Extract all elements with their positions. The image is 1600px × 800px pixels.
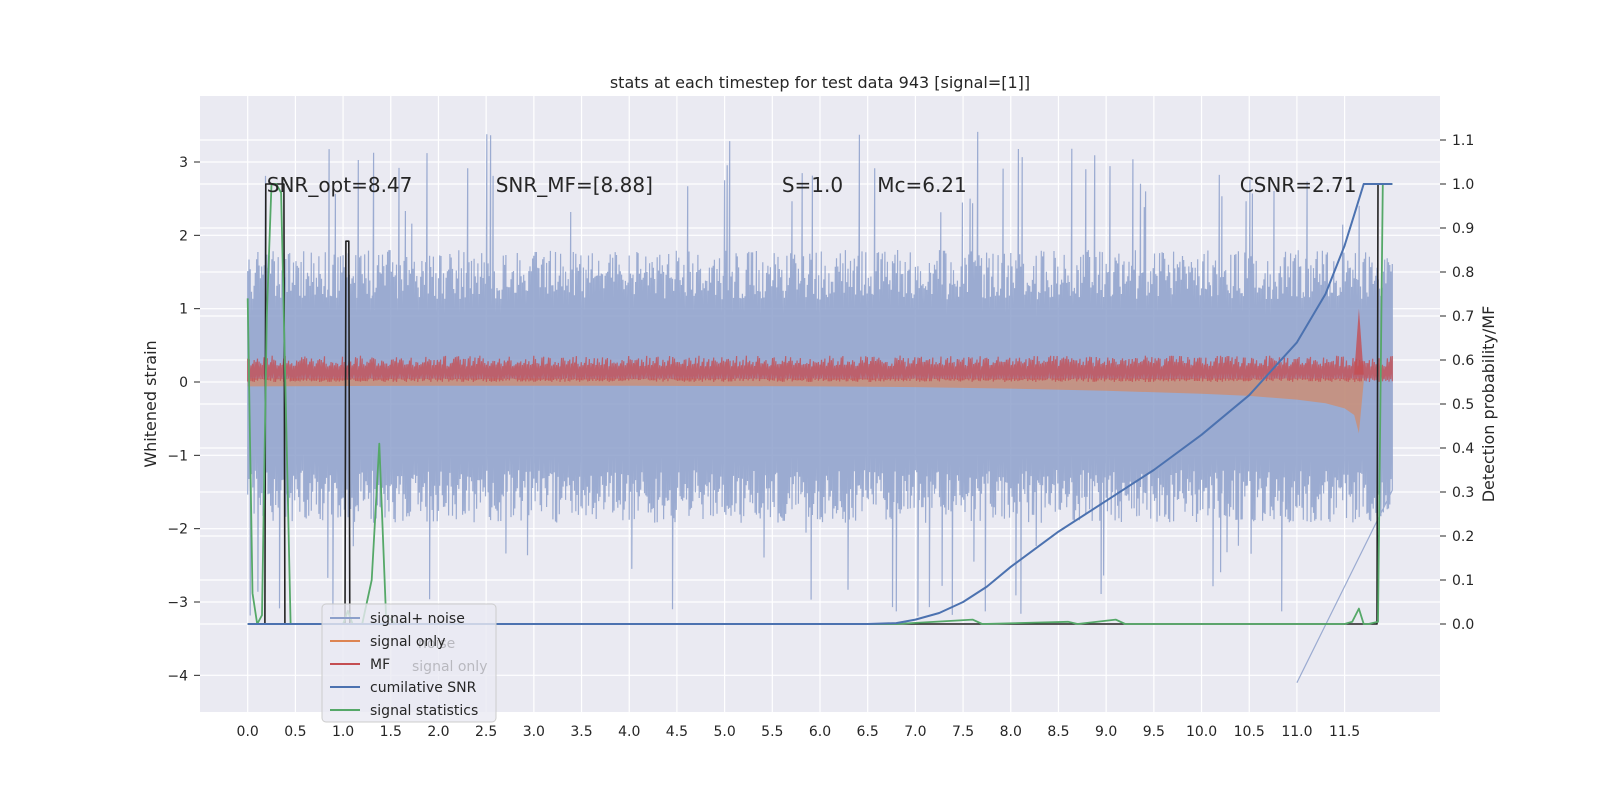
y-right-tick-label: 0.8	[1452, 265, 1474, 281]
y-tick-labels: 3 2 1 0 −1 −2 −3 −4	[167, 155, 200, 684]
annotation-3: Mc=6.21	[877, 173, 967, 197]
x-tick-label: 2.5	[475, 724, 497, 740]
y-right-tick-label: 0.7	[1452, 309, 1474, 325]
series-mf-peak	[1354, 308, 1364, 375]
annotation-4: CSNR=2.71	[1240, 173, 1357, 197]
x-tick-label: 0.5	[284, 724, 306, 740]
x-tick-label: 5.0	[713, 724, 735, 740]
x-tick-label: 10.5	[1234, 724, 1265, 740]
annotations: SNR_opt=8.47 SNR_MF=[8.88] S=1.0 Mc=6.21 CSN…	[267, 173, 1357, 197]
legend-entry-label: signal+ noise	[370, 611, 465, 627]
legend-entry-label: MF	[370, 657, 390, 673]
annotation-1: SNR_MF=[8.88]	[496, 173, 653, 197]
x-tick-label: 7.0	[904, 724, 926, 740]
x-tick-label: 4.5	[666, 724, 688, 740]
y-tick-label: 2	[179, 228, 188, 244]
y-right-tick-labels: 1.1 1.0 0.9 0.8 0.7 0.6 0.5 0.4 0.3 0.2 0.1 0.0	[1440, 133, 1474, 633]
legend-ghost-text: signal only	[412, 659, 487, 675]
legend-entry-label: signal only	[370, 634, 445, 650]
y-right-tick-label: 1.0	[1452, 177, 1474, 193]
x-tick-label: 0.0	[237, 724, 259, 740]
y-right-tick-label: 0.2	[1452, 529, 1474, 545]
y-tick-label: 1	[179, 302, 188, 318]
x-tick-label: 8.0	[1000, 724, 1022, 740]
series-signal-noise	[247, 131, 1393, 683]
y-tick-label: 3	[179, 155, 188, 171]
chart-title: stats at each timestep for test data 943…	[610, 73, 1030, 92]
x-tick-label: 11.5	[1329, 724, 1360, 740]
y-right-tick-label: 0.3	[1452, 485, 1474, 501]
x-tick-label: 6.5	[857, 724, 879, 740]
y-right-tick-label: 1.1	[1452, 133, 1474, 149]
y-axis-right-label: Detection probability/MF	[1479, 306, 1498, 503]
x-tick-label: 3.0	[523, 724, 545, 740]
x-tick-label: 11.0	[1281, 724, 1312, 740]
y-tick-label: −4	[167, 668, 188, 684]
y-right-tick-label: 0.5	[1452, 397, 1474, 413]
x-tick-label: 4.0	[618, 724, 640, 740]
x-tick-label: 1.5	[380, 724, 402, 740]
y-tick-label: −3	[167, 595, 188, 611]
x-tick-label: 9.0	[1095, 724, 1117, 740]
y-axis-label: Whitened strain	[141, 340, 160, 467]
x-tick-label: 9.5	[1143, 724, 1165, 740]
x-tick-label: 3.5	[570, 724, 592, 740]
y-tick-label: 0	[179, 375, 188, 391]
y-tick-label: −2	[167, 522, 188, 538]
x-tick-labels: 0.0 0.5 1.0 1.5 2.0 2.5 3.0 3.5 4.0 4.5 5.0 5.5 6.0 6…	[237, 724, 1361, 740]
y-right-tick-label: 0.4	[1452, 441, 1474, 457]
y-right-tick-label: 0.9	[1452, 221, 1474, 237]
x-tick-label: 7.5	[952, 724, 974, 740]
annotation-2: S=1.0	[782, 173, 843, 197]
legend-box	[321, 603, 497, 723]
series-cumulative-snr	[247, 183, 1393, 625]
annotation-0: SNR_opt=8.47	[267, 173, 413, 197]
y-tick-label: −1	[167, 448, 188, 464]
series-mf	[247, 355, 1393, 383]
x-tick-label: 2.0	[427, 724, 449, 740]
legend-entry-label: cumilative SNR	[370, 680, 477, 696]
y-right-tick-label: 0.0	[1452, 617, 1474, 633]
series-signal-only	[247, 378, 1364, 434]
x-tick-label: 8.5	[1047, 724, 1069, 740]
x-tick-label: 6.0	[809, 724, 831, 740]
y-right-tick-label: 0.1	[1452, 573, 1474, 589]
x-tick-label: 1.0	[332, 724, 354, 740]
legend-entry-label: signal statistics	[370, 703, 478, 719]
x-tick-label: 5.5	[761, 724, 783, 740]
x-tick-label: 10.0	[1186, 724, 1217, 740]
series-detection-step	[247, 183, 1393, 625]
y-right-tick-label: 0.6	[1452, 353, 1474, 369]
legend-ghost-text: noise	[418, 636, 455, 652]
